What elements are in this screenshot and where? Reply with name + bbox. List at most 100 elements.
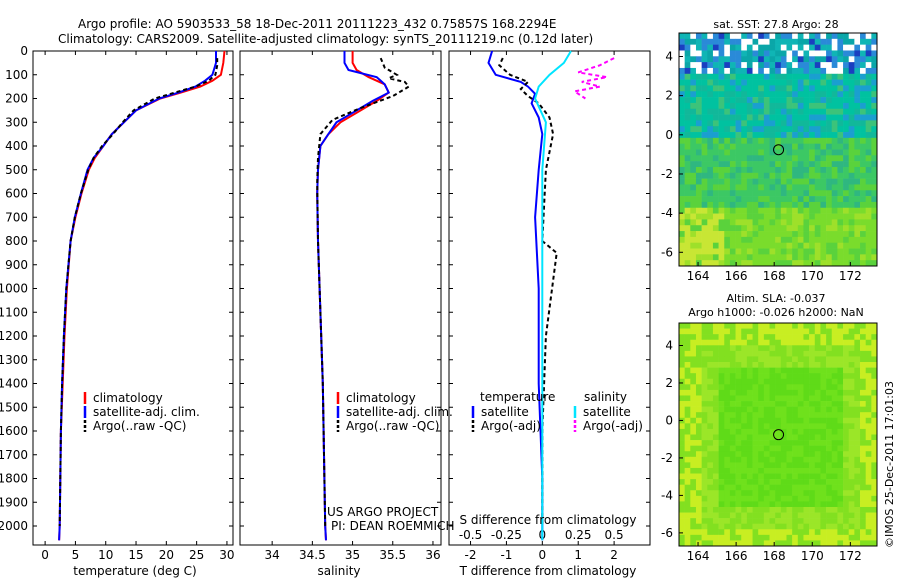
map-cell [769, 345, 776, 352]
map-cell [831, 196, 838, 203]
map-cell [741, 196, 748, 203]
map-cell [690, 196, 697, 203]
map-cell [854, 473, 861, 480]
map-cell [758, 451, 765, 458]
map-cell [729, 406, 736, 413]
map-cell [797, 236, 804, 244]
map-cell [712, 473, 719, 480]
map-cell [718, 529, 725, 536]
map-cell [695, 529, 702, 536]
map-cell [809, 406, 816, 413]
map-cell [820, 67, 827, 75]
credit-pi: PI: DEAN ROEMMICH [331, 519, 454, 533]
map-cell [729, 44, 736, 51]
map-x-tick-label: 168 [763, 549, 786, 563]
map-cell [797, 484, 804, 491]
map-cell [769, 190, 776, 197]
map-cell [690, 114, 697, 121]
map-cell [786, 172, 793, 179]
map-cell [707, 456, 714, 463]
map-cell [780, 328, 787, 335]
map-cell [712, 85, 719, 92]
map-cell [775, 367, 782, 374]
map-cell [820, 201, 827, 209]
map-cell [831, 225, 838, 232]
map-cell [763, 132, 770, 139]
map-cell [707, 323, 714, 329]
map-cell [758, 534, 765, 541]
map-cell [758, 50, 765, 57]
map-cell [684, 323, 691, 329]
map-cell [707, 479, 714, 485]
map-cell [712, 540, 719, 547]
map-cell [860, 91, 866, 98]
map-cell [854, 102, 861, 110]
map-cell [741, 428, 748, 435]
map-cell [865, 73, 872, 80]
map-cell [848, 506, 855, 513]
map-cell [797, 184, 804, 191]
map-cell [826, 62, 833, 69]
map-cell [707, 85, 714, 92]
map-cell [871, 102, 878, 110]
map-cell [684, 518, 691, 525]
map-cell [837, 490, 844, 497]
map-cell [809, 534, 816, 541]
map-cell [797, 161, 804, 168]
map-cell [712, 328, 719, 335]
map-cell [848, 260, 855, 267]
map-cell [724, 501, 731, 508]
map-cell [865, 102, 872, 110]
map-cell [769, 213, 776, 220]
map-cell [684, 172, 691, 179]
map-y-tick-label: 0 [665, 413, 673, 427]
map-cell [843, 473, 850, 480]
map-cell [712, 91, 719, 98]
map-cell [792, 155, 799, 162]
map-cell [786, 190, 793, 197]
map-cell [679, 213, 685, 220]
map-cell [752, 190, 759, 197]
map-cell [814, 260, 821, 267]
map-cell [746, 196, 753, 203]
map-cell [803, 97, 810, 104]
map-cell [775, 323, 782, 329]
map-cell [752, 339, 759, 346]
map-cell [831, 462, 838, 469]
map-cell [741, 254, 748, 261]
map-cell [809, 373, 816, 380]
map-cell [814, 172, 821, 179]
map-cell [707, 225, 714, 232]
map-cell [684, 495, 691, 502]
map-cell [837, 254, 844, 261]
map-cell [724, 434, 731, 441]
map-cell [684, 467, 691, 474]
map-cell [792, 350, 799, 357]
map-cell [809, 143, 816, 150]
map-cell [707, 462, 714, 469]
map-cell [792, 417, 799, 424]
map-cell [735, 242, 742, 249]
map-cell [820, 445, 827, 452]
map-cell [752, 149, 759, 156]
map-cell [769, 401, 776, 407]
map-cell [803, 339, 810, 346]
map-cell [831, 231, 838, 238]
map-cell [707, 143, 714, 150]
map-cell [865, 334, 872, 341]
map-cell [820, 540, 827, 547]
float-position-marker [773, 429, 785, 441]
map-cell [758, 523, 765, 530]
map-cell [831, 495, 838, 502]
map-cell [860, 378, 866, 385]
map-cell [746, 451, 753, 458]
map-cell [826, 456, 833, 463]
map-cell [843, 85, 850, 92]
map-cell [848, 412, 855, 419]
map-cell [712, 362, 719, 368]
map-cell [741, 362, 748, 368]
map-cell [803, 207, 810, 214]
map-cell [741, 445, 748, 452]
map-cell [871, 201, 878, 209]
depth-tick-label: 2000 [0, 519, 28, 533]
